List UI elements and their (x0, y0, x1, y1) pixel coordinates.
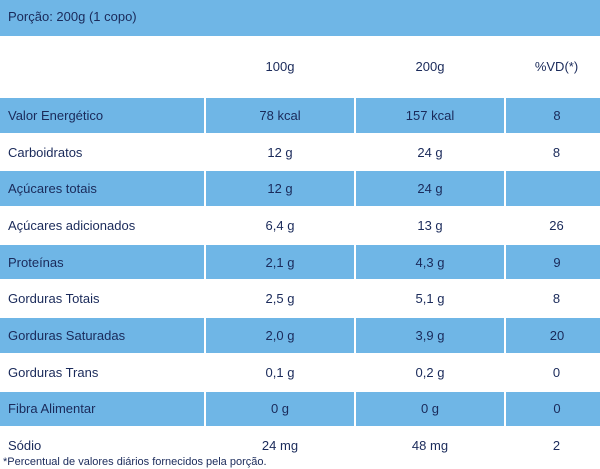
value-vd: 26 (549, 217, 564, 233)
value-vd: 8 (552, 291, 561, 307)
nutrient-name: Açúcares adicionados (8, 217, 136, 233)
value-vd: 8 (552, 144, 561, 160)
value-vd (504, 169, 600, 209)
nutrition-table: 100g 200g %VD(*) Valor Energético 78 kca… (0, 36, 600, 463)
value-100g: 78 kcal (204, 96, 355, 135)
value-100g: 24 mg (261, 438, 299, 454)
footnote: *Percentual de valores diários fornecido… (3, 456, 267, 468)
header-100g: 100g (265, 58, 295, 74)
value-200g: 24 g (354, 169, 505, 209)
table-row: Açúcares adicionados 6,4 g 13 g 26 (0, 207, 600, 244)
header-nutrient (0, 36, 205, 97)
value-100g: 12 g (267, 144, 293, 160)
table-row: Gorduras Totais 2,5 g 5,1 g 8 (0, 280, 600, 317)
value-100g: 12 g (204, 169, 355, 209)
nutrient-name: Gorduras Totais (8, 291, 100, 307)
nutrient-name: Açúcares totais (0, 169, 205, 209)
table-header-row: 100g 200g %VD(*) (0, 36, 600, 97)
nutrient-name: Carboidratos (8, 144, 83, 160)
value-100g: 0 g (204, 389, 355, 429)
table-row: Açúcares totais 12 g 24 g (0, 169, 600, 209)
table-row: Proteínas 2,1 g 4,3 g 9 (0, 242, 600, 282)
value-vd: 2 (552, 438, 561, 454)
nutrient-name: Fibra Alimentar (0, 389, 205, 429)
value-200g: 157 kcal (354, 96, 505, 135)
value-200g: 4,3 g (354, 242, 505, 282)
table-row: Valor Energético 78 kcal 157 kcal 8 (0, 96, 600, 135)
value-200g: 0,2 g (415, 364, 445, 380)
nutrient-name: Valor Energético (0, 96, 205, 135)
value-100g: 2,1 g (204, 242, 355, 282)
value-vd: 20 (504, 316, 600, 355)
table-row: Carboidratos 12 g 24 g 8 (0, 134, 600, 171)
value-vd: 8 (504, 96, 600, 135)
value-100g: 2,5 g (265, 291, 295, 307)
value-200g: 3,9 g (354, 316, 505, 355)
value-vd: 0 (504, 389, 600, 429)
value-100g: 2,0 g (204, 316, 355, 355)
value-200g: 13 g (417, 217, 443, 233)
value-200g: 24 g (417, 144, 443, 160)
table-row: Gorduras Saturadas 2,0 g 3,9 g 20 (0, 316, 600, 355)
portion-header: Porção: 200g (1 copo) (0, 0, 600, 36)
value-200g: 0 g (354, 389, 505, 429)
table-row: Gorduras Trans 0,1 g 0,2 g 0 (0, 354, 600, 391)
value-vd: 9 (504, 242, 600, 282)
header-vd: %VD(*) (534, 58, 579, 74)
value-200g: 48 mg (411, 438, 449, 454)
nutrient-name: Gorduras Trans (8, 364, 99, 380)
value-100g: 0,1 g (265, 364, 295, 380)
nutrient-name: Proteínas (0, 242, 205, 282)
value-200g: 5,1 g (415, 291, 445, 307)
table-row: Fibra Alimentar 0 g 0 g 0 (0, 389, 600, 429)
value-100g: 6,4 g (265, 217, 295, 233)
portion-label: Porção: 200g (1 copo) (8, 9, 137, 24)
value-vd: 0 (552, 364, 561, 380)
table-row: Sódio 24 mg 48 mg 2 (0, 427, 600, 463)
nutrient-name: Gorduras Saturadas (0, 316, 205, 355)
nutrient-name: Sódio (8, 438, 42, 454)
header-200g: 200g (415, 58, 445, 74)
